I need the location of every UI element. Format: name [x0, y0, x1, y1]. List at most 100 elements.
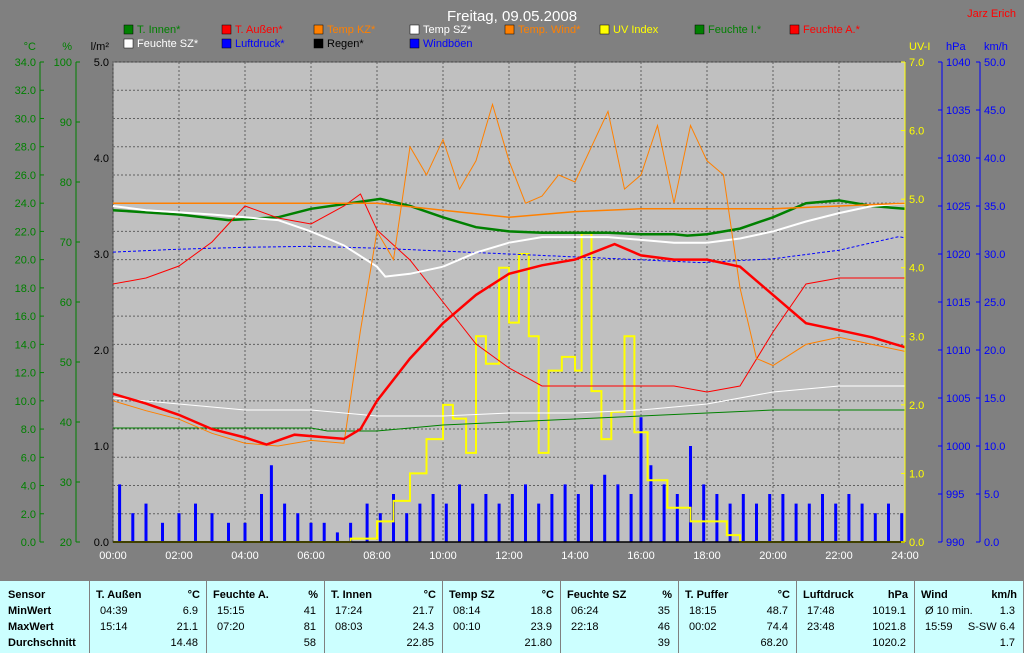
summary-column: T. Außen °C 04:39 6.9 15:14 21.1 14.48: [90, 581, 207, 653]
summary-sensor: T. Innen: [331, 589, 372, 601]
summary-max-time: 23:48: [807, 621, 835, 633]
summary-avg: 1.7: [999, 637, 1015, 649]
summary-column: Feuchte SZ% 06:24 35 22:18 46 39: [561, 581, 679, 653]
axis-tick-press: 995: [946, 489, 964, 501]
axis-tick-humid: 50: [60, 357, 72, 369]
summary-min-time: 04:39: [100, 605, 128, 617]
legend-swatch: [313, 38, 324, 49]
summary-sensor: T. Außen: [96, 589, 142, 601]
series-line-temp-wind: [112, 102, 906, 447]
axis-tick-uv: 0.0: [909, 537, 924, 549]
summary-row-labels: Sensor MinWert MaxWert Durchschnitt: [0, 581, 90, 653]
summary-max-time: 00:02: [689, 621, 717, 633]
axis-tick-uv: 7.0: [909, 57, 924, 69]
summary-unit: km/h: [991, 589, 1017, 601]
axis-tick-rain: 3.0: [94, 249, 109, 261]
summary-max-time: 08:03: [335, 621, 363, 633]
summary-max-value: 24.3: [412, 621, 434, 633]
series-line-uv-index: [113, 232, 905, 543]
axis-unit-rain: l/m²: [91, 41, 110, 53]
series-line-temp-sz: [112, 202, 906, 278]
axis-tick-press: 1025: [946, 201, 970, 213]
axis-tick-temp: 14.0: [15, 339, 36, 351]
legend-label: Temp SZ*: [423, 24, 472, 36]
axis-tick-rain: 1.0: [94, 441, 109, 453]
author-label: Jarz Erich: [967, 8, 1016, 20]
axis-tick-uv: 3.0: [909, 331, 924, 343]
axis-tick-wind: 50.0: [984, 57, 1005, 69]
axis-tick-time: 20:00: [759, 550, 787, 562]
summary-unit: °C: [187, 589, 200, 601]
axis-tick-press: 1015: [946, 297, 970, 309]
summary-min-value: 41: [303, 605, 316, 617]
axis-tick-press: 1020: [946, 249, 970, 261]
legend-swatch: [694, 24, 705, 35]
summary-sensor: Feuchte SZ: [567, 589, 627, 601]
axis-tick-wind: 45.0: [984, 105, 1005, 117]
axis-unit-press: hPa: [946, 41, 966, 53]
axis-unit-wind: km/h: [984, 41, 1008, 53]
axis-tick-press: 990: [946, 537, 964, 549]
summary-max-time: 15:59: [925, 621, 953, 633]
summary-max-time: 22:18: [571, 621, 599, 633]
summary-avg: 21.80: [524, 637, 552, 649]
axis-tick-temp: 32.0: [15, 85, 36, 97]
summary-min-value: 48.7: [766, 605, 788, 617]
summary-unit: °C: [423, 589, 436, 601]
summary-min-value: 35: [657, 605, 670, 617]
summary-avg-label: Durchschnitt: [8, 637, 76, 649]
summary-min-value: 1.3: [999, 605, 1015, 617]
axis-tick-time: 10:00: [429, 550, 457, 562]
summary-max-time: 00:10: [453, 621, 481, 633]
axis-tick-humid: 80: [60, 177, 72, 189]
summary-avg: 14.48: [170, 637, 198, 649]
axis-tick-temp: 10.0: [15, 396, 36, 408]
legend-label: Windböen: [423, 38, 473, 50]
series-line-feuchte-i: [113, 409, 905, 432]
axis-tick-temp: 28.0: [15, 142, 36, 154]
summary-min-time: 17:24: [335, 605, 363, 617]
series-line-t-au-en: [112, 242, 906, 446]
axis-tick-time: 22:00: [825, 550, 853, 562]
axis-tick-temp: 6.0: [21, 452, 36, 464]
summary-sensor: T. Puffer: [685, 589, 729, 601]
summary-column: Feuchte A.% 15:15 41 07:20 81 58: [207, 581, 325, 653]
axis-tick-humid: 40: [60, 417, 72, 429]
legend-swatch: [123, 24, 134, 35]
legend: T. Innen* T. Außen* Temp KZ* Temp SZ* Temp. …: [123, 24, 861, 50]
summary-header-label: Sensor: [8, 589, 46, 601]
legend-swatch: [409, 38, 420, 49]
legend-label: T. Innen*: [137, 24, 181, 36]
legend-label: Feuchte A.*: [803, 24, 861, 36]
axis-tick-wind: 25.0: [984, 297, 1005, 309]
axis-tick-humid: 30: [60, 477, 72, 489]
axis-unit-temp: °C: [24, 41, 36, 53]
summary-table: Sensor MinWert MaxWert Durchschnitt T. A…: [0, 581, 1024, 653]
summary-min-value: 18.8: [530, 605, 552, 617]
axis-tick-press: 1005: [946, 393, 970, 405]
axis-tick-time: 08:00: [363, 550, 391, 562]
summary-sensor: Temp SZ: [449, 589, 495, 601]
axis-tick-time: 04:00: [231, 550, 259, 562]
axis-tick-time: 16:00: [627, 550, 655, 562]
axis-tick-time: 02:00: [165, 550, 193, 562]
summary-min-value: 6.9: [182, 605, 198, 617]
axis-tick-uv: 6.0: [909, 126, 924, 138]
series-line-luftdruck: [112, 236, 906, 264]
summary-sensor: Feuchte A.: [213, 589, 269, 601]
summary-min-time: 06:24: [571, 605, 599, 617]
summary-max-value: 81: [303, 621, 316, 633]
summary-max-value: 46: [657, 621, 670, 633]
summary-unit: °C: [541, 589, 554, 601]
summary-avg: 39: [657, 637, 670, 649]
axis-tick-humid: 70: [60, 237, 72, 249]
axis-tick-humid: 100: [54, 57, 72, 69]
summary-min-time: 17:48: [807, 605, 835, 617]
axis-tick-wind: 35.0: [984, 201, 1005, 213]
summary-column: Temp SZ °C 08:14 18.8 00:10 23.9 21.80: [443, 581, 561, 653]
legend-swatch: [123, 38, 134, 49]
axis-tick-temp: 34.0: [15, 57, 36, 69]
axis-tick-temp: 0.0: [21, 537, 36, 549]
axis-tick-humid: 20: [60, 537, 72, 549]
chart-title: Freitag, 09.05.2008: [447, 8, 577, 25]
